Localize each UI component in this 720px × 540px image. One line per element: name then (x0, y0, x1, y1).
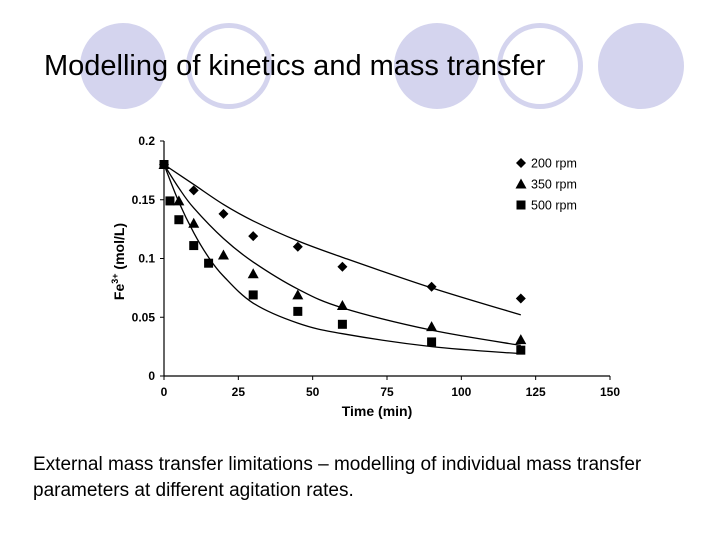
x-tick-label: 150 (600, 385, 620, 399)
decor-circle-5 (598, 23, 684, 109)
model-curve-500-rpm (163, 164, 521, 355)
decor-circle-1 (80, 23, 166, 109)
data-point-500-rpm (427, 337, 437, 347)
y-axis-title: Fe3+ (mol/L) (110, 223, 127, 300)
model-curve-350-rpm (163, 164, 521, 347)
data-point-500-rpm (293, 306, 303, 316)
decor-circle-3 (394, 23, 480, 109)
data-point-500-rpm (248, 290, 258, 300)
data-point-500-rpm (165, 196, 175, 206)
legend-label-200-rpm: 200 rpm (531, 157, 577, 171)
data-point-200-rpm (248, 231, 259, 242)
y-tick-label: 0 (148, 369, 155, 383)
data-point-200-rpm (337, 261, 348, 272)
data-point-500-rpm (159, 160, 169, 169)
data-point-200-rpm (426, 281, 437, 292)
data-point-350-rpm (336, 300, 348, 310)
x-tick-label: 50 (306, 385, 320, 399)
slide-caption: External mass transfer limitations – mod… (33, 454, 642, 501)
data-point-350-rpm (292, 289, 304, 300)
legend-marker-500-rpm (516, 200, 526, 210)
data-point-350-rpm (426, 321, 438, 332)
data-point-500-rpm (204, 258, 214, 268)
decor-circle-4 (497, 23, 583, 109)
data-point-500-rpm (189, 241, 199, 251)
data-point-500-rpm (174, 215, 184, 225)
legend-label-500-rpm: 500 rpm (531, 199, 577, 213)
x-tick-label: 0 (161, 385, 168, 399)
x-tick-label: 125 (526, 385, 546, 399)
model-curve-200-rpm (163, 163, 521, 316)
data-point-500-rpm (337, 319, 347, 329)
data-point-200-rpm (292, 241, 303, 252)
data-point-350-rpm (173, 195, 185, 206)
y-tick-label: 0.1 (138, 252, 155, 266)
x-axis-title: Time (min) (342, 403, 413, 419)
legend-label-350-rpm: 350 rpm (531, 178, 577, 192)
y-tick-label: 0.05 (132, 310, 156, 324)
decor-circle-2 (186, 23, 272, 109)
data-point-350-rpm (188, 217, 200, 228)
data-point-200-rpm (188, 185, 199, 196)
slide-title: Modelling of kinetics and mass transfer (44, 50, 546, 82)
legend-marker-200-rpm (516, 158, 526, 168)
data-point-200-rpm (218, 208, 229, 219)
data-point-350-rpm (247, 268, 259, 279)
fe3-concentration-chart: 0 0.05 0.1 0.15 0.2 0 25 50 75 100 125 150 Time (min… (110, 134, 620, 419)
data-point-350-rpm (515, 334, 527, 345)
data-point-200-rpm (515, 293, 526, 304)
x-tick-label: 25 (232, 385, 246, 399)
data-point-500-rpm (516, 345, 526, 355)
x-tick-label: 100 (451, 385, 471, 399)
y-tick-label: 0.2 (138, 134, 155, 148)
x-tick-label: 75 (380, 385, 394, 399)
y-tick-label: 0.15 (132, 193, 156, 207)
legend-marker-350-rpm (515, 178, 527, 189)
data-point-350-rpm (217, 249, 229, 260)
